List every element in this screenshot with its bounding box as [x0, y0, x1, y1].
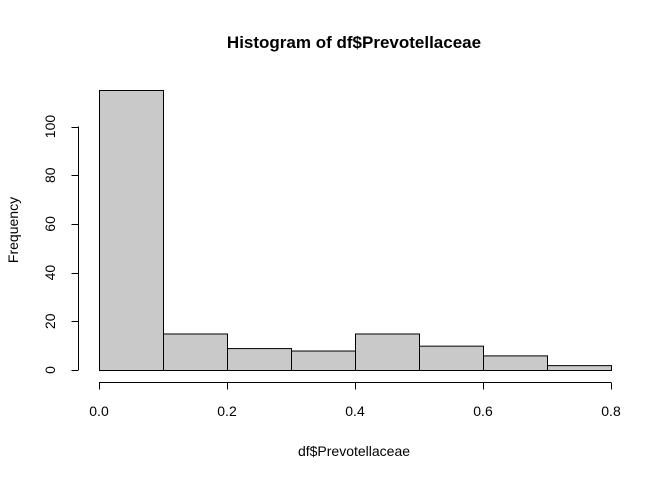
histogram-bar-3 — [291, 350, 356, 371]
histogram-bar-7 — [547, 365, 612, 371]
y-tick-label: 60 — [42, 216, 58, 232]
y-axis: 0 20 40 60 80 100 — [42, 115, 79, 374]
chart-title: Histogram of df$Prevotellaceae — [227, 33, 481, 52]
x-tick-label: 0.2 — [217, 403, 237, 419]
x-tick-label: 0.0 — [89, 403, 109, 419]
histogram-bar-5 — [419, 345, 484, 371]
histogram-bar-4 — [355, 333, 420, 372]
histogram-bar-6 — [483, 355, 548, 371]
x-tick-label: 0.4 — [345, 403, 365, 419]
y-tick-label: 100 — [42, 115, 58, 139]
histogram-bar-1 — [163, 333, 228, 372]
x-tick-label: 0.8 — [601, 403, 621, 419]
y-axis-label: Frequency — [5, 197, 21, 263]
y-tick-label: 0 — [42, 366, 58, 374]
x-axis: 0.0 0.2 0.4 0.6 0.8 — [89, 382, 621, 419]
histogram-bar-0 — [99, 90, 164, 371]
bars-group — [99, 90, 612, 372]
y-tick-label: 40 — [42, 265, 58, 281]
x-tick-label: 0.6 — [473, 403, 493, 419]
histogram-bar-2 — [227, 348, 292, 371]
x-axis-label: df$Prevotellaceae — [298, 443, 410, 459]
y-tick-label: 80 — [42, 167, 58, 183]
y-tick-label: 20 — [42, 313, 58, 329]
